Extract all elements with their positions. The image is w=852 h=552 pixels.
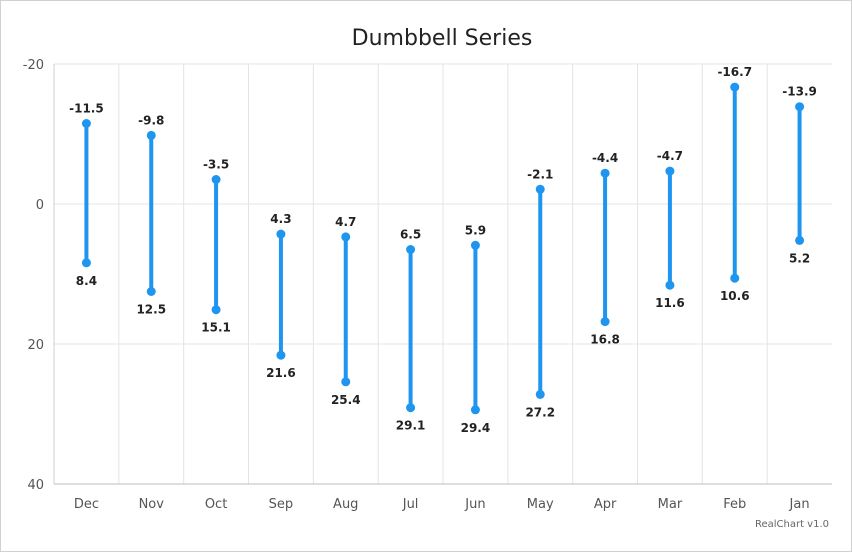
- x-tick-label: Jul: [402, 497, 419, 512]
- dumbbell-low-point[interactable]: [600, 168, 610, 178]
- dumbbell-low-point[interactable]: [341, 232, 351, 242]
- x-tick-label: Oct: [205, 497, 227, 512]
- dumbbell-low-point[interactable]: [795, 102, 805, 112]
- dumbbell-low-point[interactable]: [276, 229, 286, 239]
- dumbbell-high-point[interactable]: [665, 280, 675, 290]
- x-tick-label: Jun: [464, 497, 485, 512]
- dumbbell-low-point[interactable]: [535, 184, 545, 194]
- data-label-high: 10.6: [720, 289, 750, 303]
- dumbbell-low-point[interactable]: [665, 166, 675, 176]
- data-label-high: 29.4: [461, 421, 491, 435]
- x-tick-label: Sep: [269, 497, 294, 512]
- x-tick-label: Dec: [74, 497, 99, 512]
- dumbbell-high-point[interactable]: [600, 317, 610, 327]
- data-label-low: -4.4: [592, 151, 618, 165]
- x-tick-label: Apr: [594, 497, 617, 512]
- x-tick-label: Mar: [658, 497, 683, 512]
- dumbbell-high-point[interactable]: [795, 235, 805, 245]
- dumbbell-high-point[interactable]: [730, 273, 740, 283]
- data-label-high: 29.1: [396, 419, 426, 433]
- data-label-high: 15.1: [201, 321, 231, 335]
- data-label-high: 16.8: [590, 333, 620, 347]
- y-tick-label: 20: [27, 338, 44, 353]
- data-label-low: 4.3: [270, 212, 291, 226]
- dumbbell-low-point[interactable]: [81, 119, 91, 128]
- data-label-low: -4.7: [657, 149, 683, 163]
- dumbbell-low-point[interactable]: [406, 245, 416, 254]
- data-label-high: 12.5: [136, 303, 166, 317]
- data-label-low: -2.1: [527, 167, 553, 181]
- x-tick-label: Nov: [139, 497, 165, 512]
- y-tick-label: -20: [23, 58, 44, 73]
- data-label-low: 6.5: [400, 228, 421, 242]
- axes: -20 0 20 40 Dec Nov Oct Sep Aug Jul Jun May Apr Mar Fe…: [23, 58, 832, 512]
- data-label-high: 11.6: [655, 296, 685, 310]
- data-label-low: -13.9: [782, 85, 817, 99]
- data-label-low: -11.5: [69, 102, 104, 116]
- data-label-high: 21.6: [266, 366, 296, 380]
- data-label-low: 4.7: [335, 215, 356, 229]
- dumbbell-bars: [81, 82, 805, 415]
- x-tick-label: Feb: [723, 497, 746, 512]
- dumbbell-low-point[interactable]: [146, 130, 156, 140]
- dumbbell-high-point[interactable]: [146, 287, 156, 296]
- data-label-low: 5.9: [465, 223, 486, 237]
- dumbbell-low-point[interactable]: [211, 175, 221, 184]
- data-labels: -11.5 8.4 -9.8 12.5 -3.5 15.1 4.3 21.6 4.7 25.4 6.…: [69, 65, 817, 435]
- dumbbell-high-point[interactable]: [211, 305, 221, 315]
- grid: [54, 63, 832, 484]
- data-label-low: -16.7: [717, 65, 752, 79]
- data-label-low: -9.8: [138, 113, 164, 127]
- data-label-high: 25.4: [331, 393, 361, 407]
- x-tick-label: May: [527, 497, 554, 512]
- dumbbell-high-point[interactable]: [470, 405, 480, 415]
- dumbbell-low-point[interactable]: [470, 240, 480, 250]
- dumbbell-low-point[interactable]: [730, 82, 740, 92]
- dumbbell-high-point[interactable]: [406, 403, 416, 413]
- data-label-low: -3.5: [203, 158, 229, 172]
- dumbbell-high-point[interactable]: [341, 377, 351, 387]
- dumbbell-high-point[interactable]: [535, 389, 545, 399]
- credit-label: RealChart v1.0: [755, 519, 829, 530]
- data-label-high: 27.2: [525, 405, 555, 419]
- dumbbell-high-point[interactable]: [276, 350, 286, 360]
- data-label-high: 5.2: [789, 251, 810, 265]
- dumbbell-high-point[interactable]: [81, 258, 91, 268]
- data-label-high: 8.4: [76, 274, 97, 288]
- chart-title: Dumbbell Series: [352, 26, 533, 51]
- x-tick-label: Jan: [789, 497, 810, 512]
- x-tick-label: Aug: [333, 497, 358, 512]
- y-tick-label: 0: [36, 198, 44, 213]
- y-tick-label: 40: [27, 478, 44, 493]
